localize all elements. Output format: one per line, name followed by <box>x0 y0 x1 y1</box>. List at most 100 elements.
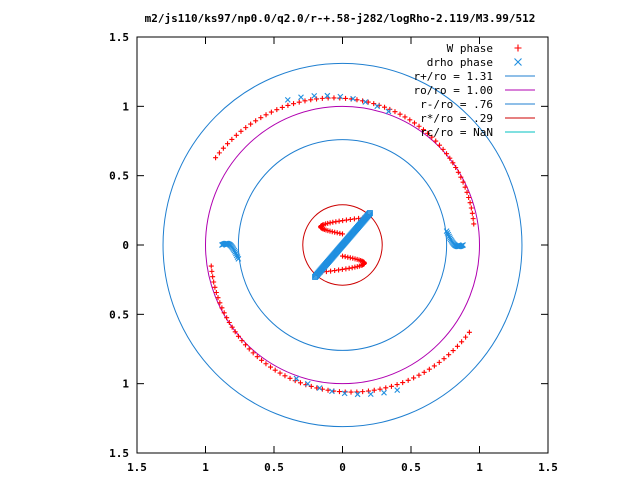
w-phase-point <box>225 141 231 147</box>
x-tick-label: 1 <box>202 461 209 474</box>
w-phase-point <box>405 377 411 383</box>
w-phase-point <box>211 279 217 285</box>
w-phase-point <box>446 352 452 358</box>
w-phase-point <box>454 343 460 349</box>
w-phase-point <box>229 136 235 142</box>
w-phase-point <box>350 255 356 261</box>
w-phase-point <box>219 305 225 311</box>
w-phase-point <box>343 217 349 223</box>
drho-phase-point <box>367 391 374 398</box>
drho-phase-point <box>304 380 311 387</box>
w-phase-point <box>411 375 417 381</box>
w-phase-point <box>354 97 360 103</box>
drho-phase-point <box>337 93 344 100</box>
w-phase-point <box>433 138 439 144</box>
w-phase-point <box>243 125 249 131</box>
x-tick-label: 0.5 <box>264 461 284 474</box>
w-phase-point <box>263 361 269 367</box>
drho-phase-point <box>298 94 304 101</box>
w-phase-point <box>345 254 351 260</box>
drho-phase-point <box>350 95 356 102</box>
drho-phase-point <box>366 210 373 217</box>
w-phase-point <box>263 112 269 118</box>
w-phase-point <box>331 95 337 101</box>
w-phase-point <box>437 142 443 148</box>
w-phase-point <box>220 145 226 151</box>
w-phase-point <box>215 295 221 301</box>
x-tick-label: 1.5 <box>127 461 147 474</box>
drho-phase-point <box>284 97 291 103</box>
w-phase-point <box>285 102 291 108</box>
w-phase-point <box>221 310 227 316</box>
w-phase-point <box>421 369 427 375</box>
legend-label: ro/ro = 1.00 <box>414 84 493 97</box>
x-tick-label: 0 <box>339 461 346 474</box>
w-phase-point <box>464 189 470 195</box>
w-phase-point <box>339 266 345 272</box>
w-phase-point <box>302 98 308 104</box>
radius-circle <box>162 62 523 428</box>
chart-title: m2/js110/ks97/np0.0/q2.0/r-+.58-j282/log… <box>145 12 536 25</box>
w-phase-point <box>346 265 352 271</box>
w-phase-point <box>377 386 383 392</box>
drho-phase-point <box>329 388 335 395</box>
w-phase-point <box>460 179 466 185</box>
w-phase-point <box>292 378 298 384</box>
drho-phase-point <box>514 58 522 66</box>
w-phase-point <box>343 95 349 101</box>
y-tick-label: 1 <box>122 100 129 113</box>
w-phase-point <box>268 109 274 115</box>
drho-phase-series <box>219 92 466 398</box>
w-phase-point <box>334 230 340 236</box>
w-phase-point <box>327 220 333 226</box>
w-phase-point <box>327 228 333 234</box>
w-phase-point <box>462 184 468 190</box>
w-phase-point <box>466 195 472 201</box>
y-tick-label: 1.5 <box>109 31 129 44</box>
w-phase-point <box>440 146 446 152</box>
w-phase-point <box>291 101 297 107</box>
w-phase-point <box>329 229 335 235</box>
x-tick-label: 1 <box>476 461 483 474</box>
w-phase-point <box>217 300 223 306</box>
w-phase-point <box>319 225 325 231</box>
w-phase-point <box>471 221 477 227</box>
axis-ticks: 1.5 1 0.5 0 0.5 1 1.51.510.500.511.5 <box>109 31 558 474</box>
drho-phase-point <box>460 242 466 248</box>
drho-phase-point <box>354 391 361 398</box>
w-phase-point <box>371 387 377 393</box>
w-phase-point <box>213 155 219 161</box>
w-phase-point <box>229 324 235 330</box>
drho-phase-point <box>293 375 300 382</box>
w-phase-point <box>407 117 413 123</box>
w-phase-point <box>351 216 357 222</box>
w-phase-point <box>274 107 280 113</box>
w-phase-point <box>235 333 241 339</box>
w-phase-point <box>336 389 342 395</box>
w-phase-point <box>254 354 260 360</box>
drho-phase-point <box>233 250 239 257</box>
w-phase-point <box>268 364 274 370</box>
w-phase-point <box>277 370 283 376</box>
w-phase-point <box>365 99 371 105</box>
drho-phase-point <box>385 108 392 115</box>
drho-phase-point <box>365 211 372 218</box>
w-phase-point <box>352 256 358 262</box>
drho-phase-point <box>341 390 348 397</box>
radius-circle <box>302 204 383 286</box>
w-phase-point <box>238 128 244 134</box>
w-phase-point <box>397 111 403 117</box>
w-phase-point <box>216 150 222 156</box>
w-phase-point <box>431 363 437 369</box>
w-phase-point <box>436 359 442 365</box>
circle-layer <box>162 62 523 428</box>
radius-circle <box>237 139 448 351</box>
w-phase-point <box>429 134 435 140</box>
w-phase-point <box>209 268 215 274</box>
w-phase-series <box>208 95 477 395</box>
w-phase-point <box>314 385 320 391</box>
legend-label: rc/ro = NaN <box>420 126 493 139</box>
drho-phase-point <box>233 252 240 259</box>
